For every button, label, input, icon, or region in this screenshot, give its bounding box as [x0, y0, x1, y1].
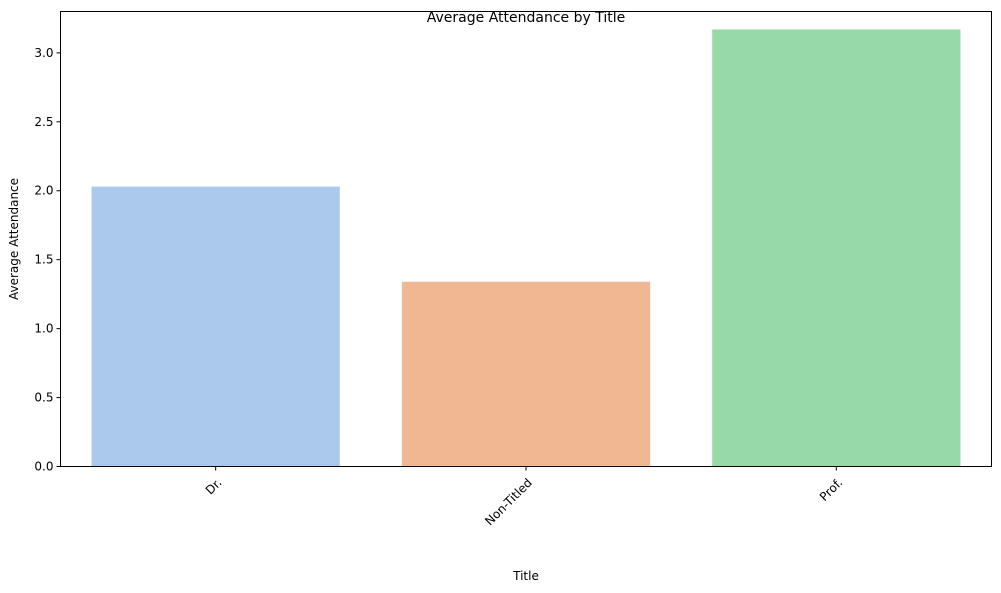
y-tick-label: 3.0: [34, 46, 53, 60]
chart-title: Average Attendance by Title: [427, 10, 625, 26]
y-tick-label: 0.0: [34, 460, 53, 474]
bar-dr: [91, 186, 340, 467]
y-tick-label: 2.5: [34, 115, 53, 129]
y-tick-label: 0.5: [34, 391, 53, 405]
y-axis-ticks: 0.0 0.5 1.0 1.5 2.0 2.5 3.0: [34, 46, 61, 474]
y-tick-label: 2.0: [34, 184, 53, 198]
x-axis-ticks: Dr. Non-Titled Prof.: [203, 466, 845, 529]
y-tick-label: 1.0: [34, 322, 53, 336]
y-axis-label: Average Attendance: [7, 178, 21, 300]
x-tick-label: Non-Titled: [482, 476, 535, 529]
x-axis-label: Title: [512, 569, 539, 583]
bar-non-titled: [401, 281, 651, 467]
bar-prof: [712, 29, 961, 467]
x-tick-label: Dr.: [203, 476, 225, 498]
bars: [91, 29, 961, 467]
plot-frame: [60, 11, 992, 467]
x-tick-label: Prof.: [817, 476, 845, 504]
y-tick-label: 1.5: [34, 253, 53, 267]
